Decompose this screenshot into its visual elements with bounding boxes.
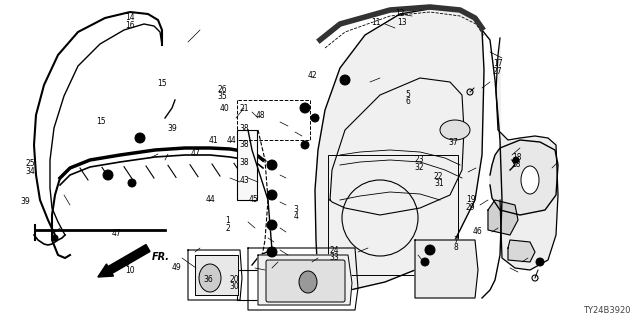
Text: 44: 44 bbox=[227, 136, 236, 145]
Text: 13: 13 bbox=[397, 18, 406, 27]
Circle shape bbox=[513, 157, 519, 163]
Text: 3: 3 bbox=[294, 205, 299, 214]
Text: 42: 42 bbox=[307, 71, 317, 80]
Circle shape bbox=[135, 133, 145, 143]
Bar bbox=[237, 130, 257, 200]
Circle shape bbox=[128, 179, 136, 187]
Text: 49: 49 bbox=[172, 263, 181, 272]
Circle shape bbox=[301, 141, 309, 149]
Circle shape bbox=[536, 258, 544, 266]
Text: 25: 25 bbox=[26, 159, 35, 168]
Circle shape bbox=[52, 235, 58, 241]
Text: 11: 11 bbox=[371, 18, 381, 27]
Text: 44: 44 bbox=[206, 195, 216, 204]
Text: 5: 5 bbox=[406, 90, 411, 99]
Text: 27: 27 bbox=[493, 67, 502, 76]
Text: 15: 15 bbox=[96, 117, 106, 126]
Polygon shape bbox=[508, 240, 535, 262]
Text: 4: 4 bbox=[294, 212, 299, 221]
Text: 6: 6 bbox=[406, 97, 411, 106]
Text: 41: 41 bbox=[209, 136, 218, 145]
Circle shape bbox=[421, 258, 429, 266]
Text: 23: 23 bbox=[415, 156, 424, 164]
Bar bbox=[328, 155, 458, 275]
Text: 24: 24 bbox=[330, 246, 339, 255]
Text: 36: 36 bbox=[204, 275, 213, 284]
Text: 37: 37 bbox=[448, 138, 458, 147]
Text: 15: 15 bbox=[157, 79, 166, 88]
Text: 22: 22 bbox=[434, 172, 444, 181]
FancyArrow shape bbox=[98, 244, 150, 277]
Polygon shape bbox=[496, 38, 558, 270]
Text: 12: 12 bbox=[396, 9, 405, 18]
Circle shape bbox=[300, 103, 310, 113]
Text: 38: 38 bbox=[239, 124, 249, 133]
Text: 35: 35 bbox=[218, 92, 227, 101]
Text: 2: 2 bbox=[225, 224, 230, 233]
Ellipse shape bbox=[299, 271, 317, 293]
Text: 1: 1 bbox=[225, 216, 230, 225]
Text: 18: 18 bbox=[512, 153, 522, 162]
Text: 8: 8 bbox=[453, 244, 458, 252]
Circle shape bbox=[103, 170, 113, 180]
Text: 21: 21 bbox=[239, 104, 249, 113]
Text: FR.: FR. bbox=[152, 252, 170, 262]
Text: 47: 47 bbox=[112, 229, 122, 238]
Polygon shape bbox=[490, 140, 558, 215]
Text: 9: 9 bbox=[125, 259, 130, 268]
Text: 46: 46 bbox=[472, 227, 482, 236]
Circle shape bbox=[267, 190, 277, 200]
Text: 38: 38 bbox=[239, 158, 249, 167]
Polygon shape bbox=[195, 255, 238, 295]
Text: 32: 32 bbox=[415, 163, 424, 172]
Text: 40: 40 bbox=[220, 104, 229, 113]
Text: 28: 28 bbox=[512, 160, 522, 169]
Polygon shape bbox=[315, 8, 484, 298]
Text: 31: 31 bbox=[434, 180, 444, 188]
Text: 48: 48 bbox=[256, 111, 266, 120]
Text: 39: 39 bbox=[20, 197, 30, 206]
Text: 16: 16 bbox=[125, 21, 134, 30]
Text: 30: 30 bbox=[229, 282, 239, 291]
Polygon shape bbox=[258, 255, 352, 305]
Text: 17: 17 bbox=[493, 60, 502, 68]
Text: 34: 34 bbox=[26, 167, 35, 176]
Polygon shape bbox=[488, 200, 518, 235]
Text: 33: 33 bbox=[330, 253, 339, 262]
Circle shape bbox=[267, 160, 277, 170]
Text: 14: 14 bbox=[125, 13, 134, 22]
Text: 10: 10 bbox=[125, 266, 134, 275]
Text: 39: 39 bbox=[168, 124, 177, 133]
Circle shape bbox=[267, 247, 277, 257]
Text: 20: 20 bbox=[229, 275, 239, 284]
Ellipse shape bbox=[199, 264, 221, 292]
Circle shape bbox=[425, 245, 435, 255]
Text: 47: 47 bbox=[191, 149, 200, 158]
Text: 38: 38 bbox=[239, 140, 249, 149]
Circle shape bbox=[340, 75, 350, 85]
FancyBboxPatch shape bbox=[266, 260, 345, 302]
Text: 19: 19 bbox=[466, 196, 476, 204]
Text: 29: 29 bbox=[466, 203, 476, 212]
Ellipse shape bbox=[440, 120, 470, 140]
Ellipse shape bbox=[521, 166, 539, 194]
Text: 45: 45 bbox=[248, 195, 258, 204]
Text: TY24B3920: TY24B3920 bbox=[583, 306, 630, 315]
Text: 43: 43 bbox=[239, 176, 249, 185]
Text: 7: 7 bbox=[453, 236, 458, 245]
Circle shape bbox=[311, 114, 319, 122]
Bar bbox=[237, 270, 287, 300]
Text: 26: 26 bbox=[218, 85, 227, 94]
Polygon shape bbox=[415, 240, 478, 298]
Circle shape bbox=[276, 266, 284, 274]
Circle shape bbox=[267, 220, 277, 230]
